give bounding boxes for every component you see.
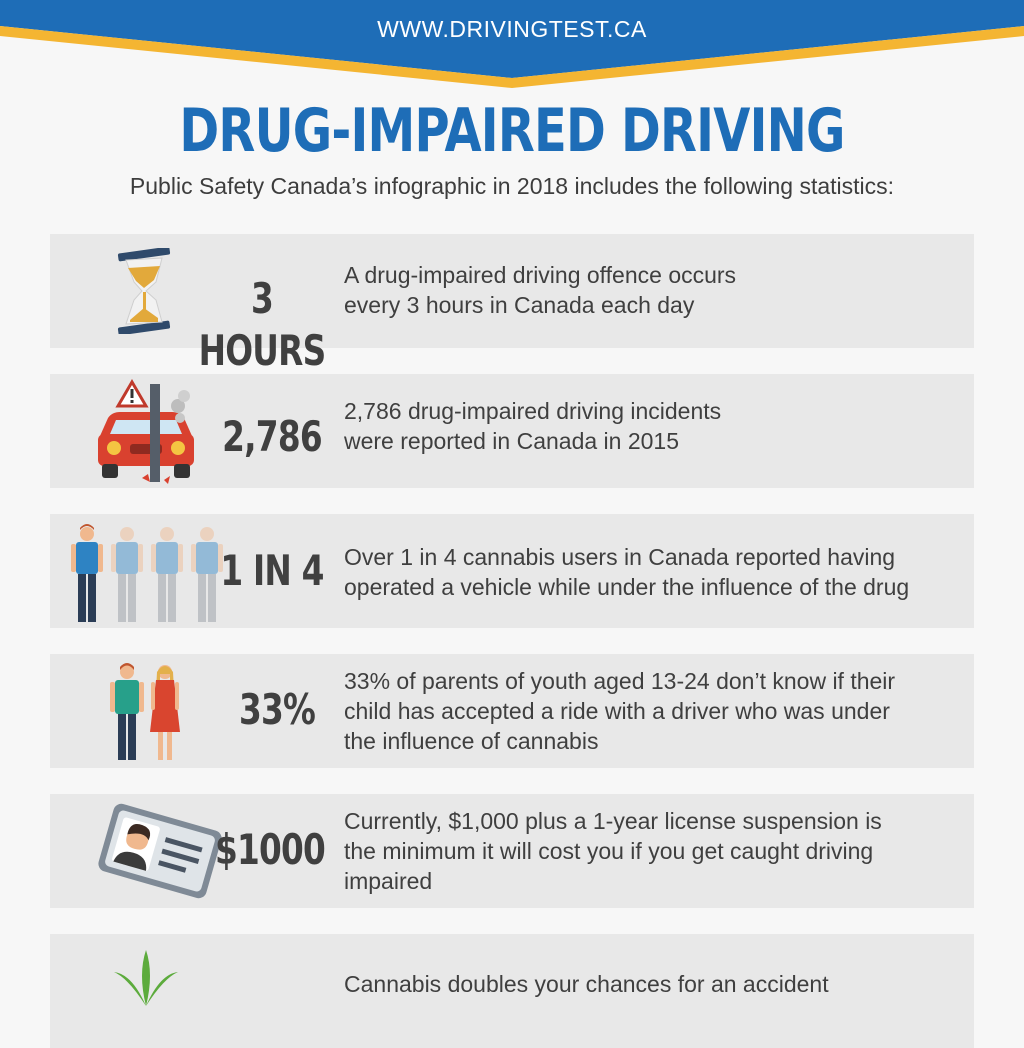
site-url[interactable]: WWW.DRIVINGTEST.CA bbox=[377, 16, 647, 42]
stat-row-incidents: 2,786 2,786 drug-impaired driving incide… bbox=[50, 374, 974, 488]
stat-description: Cannabis doubles your chances for an acc… bbox=[344, 969, 969, 999]
stat-description: 33% of parents of youth aged 13-24 don’t… bbox=[344, 666, 969, 756]
car-crash-icon bbox=[98, 379, 194, 484]
stat-row-hours: 3 HOURS A drug-impaired driving offence … bbox=[50, 234, 974, 375]
stat-line: Over 1 in 4 cannabis users in Canada rep… bbox=[344, 544, 896, 570]
stat-row-parents: 33% 33% of parents of youth aged 13-24 d… bbox=[50, 654, 974, 768]
license-card-icon bbox=[98, 803, 222, 899]
stat-line: A drug-impaired driving offence occurs bbox=[344, 262, 737, 288]
stat-line: impaired bbox=[344, 868, 433, 894]
stat-row-cannabis-accident: Cannabis doubles your chances for an acc… bbox=[50, 934, 974, 1048]
parents-icon bbox=[110, 663, 180, 760]
hourglass-icon bbox=[117, 248, 171, 334]
people-icon bbox=[71, 524, 223, 622]
stat-description: A drug-impaired driving offence occurs e… bbox=[344, 260, 969, 320]
stat-line: the minimum it will cost you if you get … bbox=[344, 838, 874, 864]
stat-line: were reported in Canada in 2015 bbox=[344, 428, 680, 454]
page-title: DRUG-IMPAIRED DRIVING bbox=[179, 96, 845, 166]
stat-row-cost: $1000 Currently, $1,000 plus a 1-year li… bbox=[50, 794, 974, 908]
header-banner bbox=[0, 0, 1024, 88]
stat-line: Currently, $1,000 plus a 1-year license … bbox=[344, 808, 882, 834]
stat-line: Cannabis doubles your chances for an acc… bbox=[344, 971, 829, 997]
stat-value: $1000 bbox=[214, 825, 326, 874]
stat-line: 33% of parents of youth aged 13-24 don’t… bbox=[344, 668, 896, 694]
cannabis-leaf-icon bbox=[114, 950, 178, 1006]
stat-line: operated a vehicle while under the influ… bbox=[344, 574, 910, 600]
stat-line: the influence of cannabis bbox=[344, 728, 599, 754]
stat-description: Over 1 in 4 cannabis users in Canada rep… bbox=[344, 542, 969, 602]
stat-value: 33% bbox=[238, 685, 316, 734]
stat-value: 2,786 bbox=[222, 412, 323, 461]
stat-line: child has accepted a ride with a driver … bbox=[344, 698, 890, 724]
stat-value: 1 IN 4 bbox=[220, 546, 324, 595]
person-figure bbox=[71, 524, 103, 622]
stat-description: 2,786 drug-impaired driving incidents we… bbox=[344, 396, 969, 456]
page-subtitle: Public Safety Canada’s infographic in 20… bbox=[129, 173, 895, 199]
stat-description: Currently, $1,000 plus a 1-year license … bbox=[344, 806, 969, 896]
stat-row-cannabis-users: 1 IN 4 Over 1 in 4 cannabis users in Can… bbox=[50, 514, 974, 628]
stat-line: 2,786 drug-impaired driving incidents bbox=[344, 398, 722, 424]
stat-line: every 3 hours in Canada each day bbox=[344, 292, 695, 318]
stat-value: 3 HOURS bbox=[198, 274, 327, 375]
